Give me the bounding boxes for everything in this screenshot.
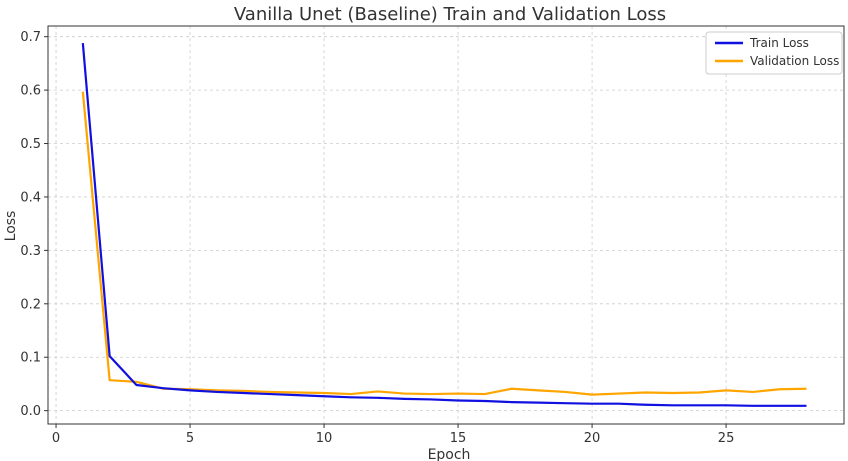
y-tick-label: 0.0 — [20, 404, 41, 419]
legend: Train Loss Validation Loss — [705, 31, 843, 75]
ticks: 0 5 10 15 20 25 0.0 0.1 0.2 0.3 0.4 0.5 0.6 0.7 — [20, 30, 734, 446]
chart-title: Vanilla Unet (Baseline) Train and Valida… — [234, 4, 666, 25]
series-line-train-loss — [81, 43, 807, 407]
y-tick-label: 0.1 — [20, 351, 41, 366]
grid — [48, 26, 844, 424]
x-tick-label: 15 — [450, 431, 467, 446]
x-tick-label: 20 — [584, 431, 601, 446]
x-tick-label: 5 — [186, 431, 194, 446]
legend-label-validation-loss: Validation Loss — [750, 54, 839, 68]
y-tick-label: 0.2 — [20, 297, 41, 312]
x-tick-label: 10 — [316, 431, 333, 446]
y-tick-label: 0.3 — [20, 244, 41, 259]
y-tick-label: 0.7 — [20, 30, 41, 45]
y-tick-label: 0.4 — [20, 190, 41, 205]
legend-label-train-loss: Train Loss — [749, 36, 809, 50]
y-tick-label: 0.5 — [20, 137, 41, 152]
series-line-validation-loss — [81, 91, 807, 396]
series-layer — [81, 43, 807, 407]
plot-frame — [47, 25, 845, 425]
x-tick-label: 0 — [52, 431, 60, 446]
x-tick-label: 25 — [718, 431, 735, 446]
y-tick-label: 0.6 — [20, 84, 41, 99]
x-axis-label: Epoch — [428, 447, 471, 461]
y-axis-label: Loss — [3, 211, 19, 242]
